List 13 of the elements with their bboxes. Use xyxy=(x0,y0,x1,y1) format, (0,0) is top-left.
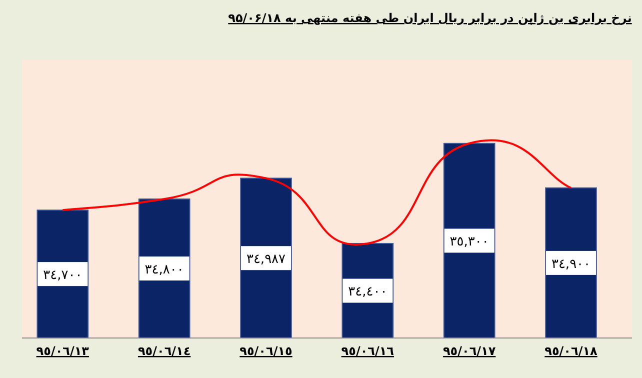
x-tick-label: ٩٥/٠٦/١٨ xyxy=(544,344,598,358)
x-tick-label: ٩٥/٠٦/١٤ xyxy=(138,344,191,358)
x-tick-label: ٩٥/٠٦/١٥ xyxy=(240,344,292,358)
data-label: ٣٤,٩٠٠ xyxy=(551,256,591,272)
x-tick-label: ٩٥/٠٦/١٦ xyxy=(341,344,394,358)
data-label: ٣٤,٩٨٧ xyxy=(246,252,286,268)
x-tick-label: ٩٥/٠٦/١٣ xyxy=(36,344,90,358)
data-label: ٣٤,٧٠٠ xyxy=(43,268,82,284)
data-label: ٣٤,٤٠٠ xyxy=(348,284,388,300)
data-label: ٣٥,٣٠٠ xyxy=(450,234,489,250)
chart-title: نرخ برابری ین ژاپن در برابر ریال ایران طی هفته منتهی به ۹۵/۰۶/۱۸ xyxy=(228,11,632,25)
data-label: ٣٤,٨٠٠ xyxy=(144,262,184,278)
x-tick-label: ٩٥/٠٦/١٧ xyxy=(442,344,496,358)
